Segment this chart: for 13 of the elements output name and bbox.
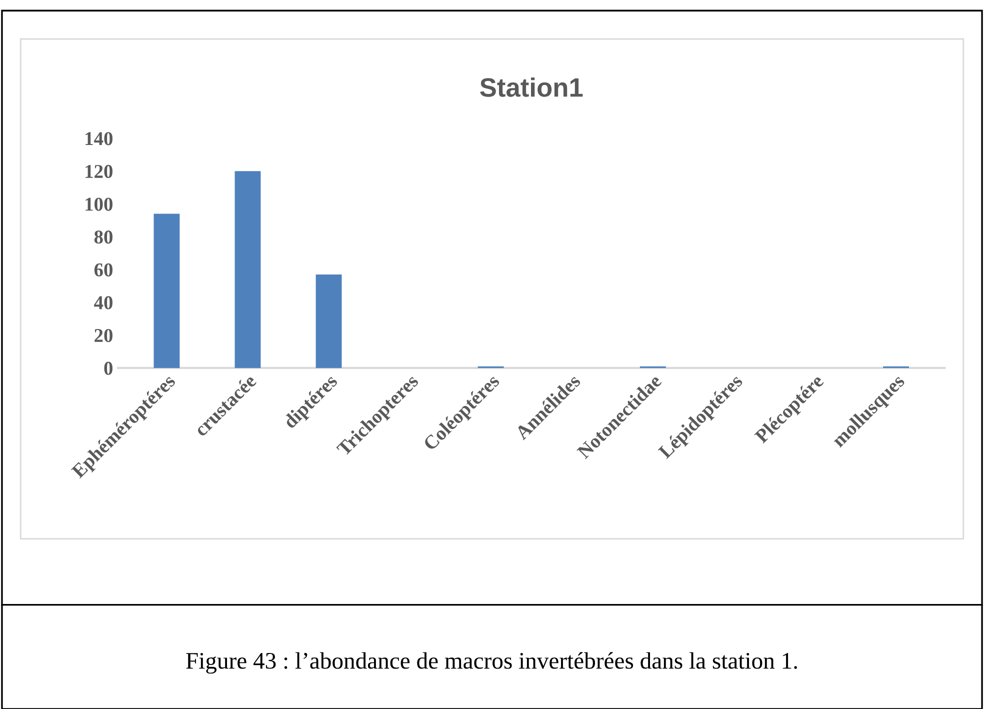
y-tick-label: 60: [94, 263, 112, 276]
y-tick-label: 0: [104, 362, 112, 375]
bar: [154, 214, 180, 368]
bar: [234, 171, 261, 368]
y-tick-label: 80: [94, 230, 112, 244]
chart-title: Station1: [480, 77, 583, 97]
y-tick-label: 40: [94, 296, 112, 310]
bar: [316, 274, 342, 368]
y-tick-label: 100: [86, 198, 112, 211]
caption: Figure 43 : l’abondance de macros invertébrées dans la station 1.: [186, 652, 797, 674]
y-tick-label: 140: [86, 132, 112, 146]
y-tick-label: 20: [94, 328, 112, 342]
y-tick-label: 120: [86, 164, 112, 178]
